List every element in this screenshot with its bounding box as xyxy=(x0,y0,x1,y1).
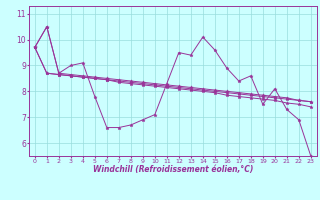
X-axis label: Windchill (Refroidissement éolien,°C): Windchill (Refroidissement éolien,°C) xyxy=(92,165,253,174)
